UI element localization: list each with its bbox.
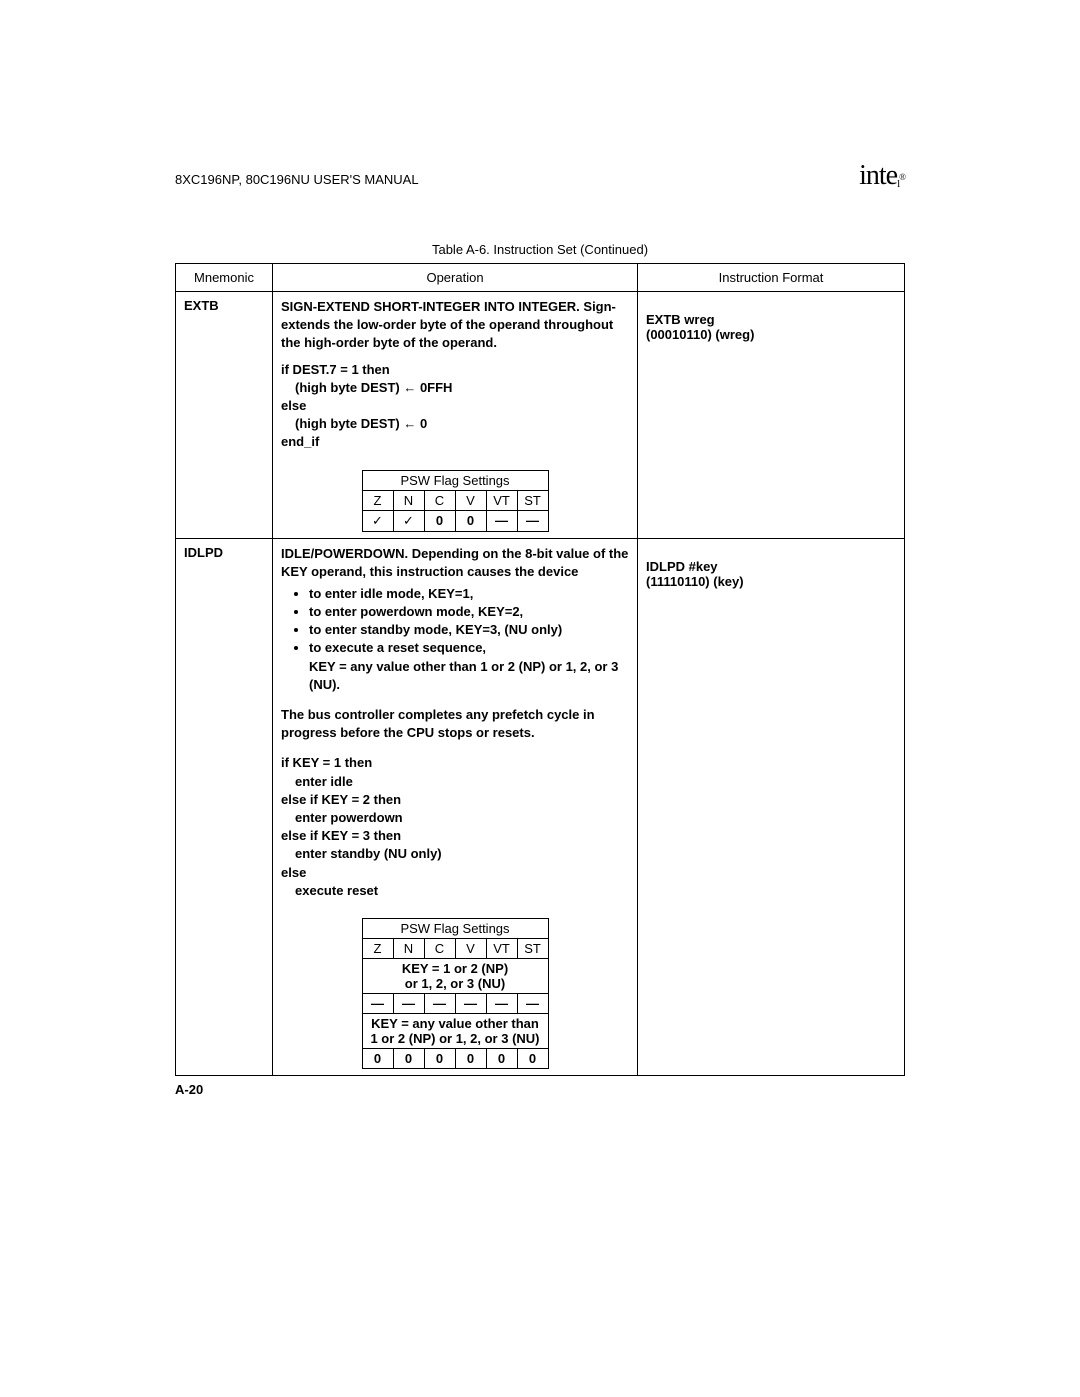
table-caption: Table A-6. Instruction Set (Continued) (175, 242, 905, 257)
page-header: 8XC196NP, 80C196NU USER'S MANUAL intel® (175, 160, 905, 192)
format-line: EXTB wreg (646, 312, 896, 327)
intel-logo: intel® (859, 160, 905, 192)
page-number: A-20 (175, 1082, 203, 1097)
col-format: Instruction Format (638, 264, 905, 292)
operation-body: SIGN-EXTEND SHORT-INTEGER INTO INTEGER. … (281, 298, 629, 452)
table-row: IDLPD IDLE/POWERDOWN. Depending on the 8… (176, 538, 905, 1075)
instruction-table: Mnemonic Operation Instruction Format EX… (175, 263, 905, 1076)
psw-table-idlpd: PSW Flag Settings Z N C V VT ST (281, 918, 629, 1069)
table-row: EXTB SIGN-EXTEND SHORT-INTEGER INTO INTE… (176, 292, 905, 539)
psw-table-extb: PSW Flag Settings Z N C V VT ST (281, 470, 629, 532)
manual-title: 8XC196NP, 80C196NU USER'S MANUAL (175, 172, 419, 187)
operation-body: IDLE/POWERDOWN. Depending on the 8-bit v… (281, 545, 629, 900)
col-operation: Operation (273, 264, 638, 292)
format-line: IDLPD #key (646, 559, 896, 574)
mnemonic-idlpd: IDLPD (176, 538, 273, 1075)
col-mnemonic: Mnemonic (176, 264, 273, 292)
mnemonic-extb: EXTB (176, 292, 273, 539)
